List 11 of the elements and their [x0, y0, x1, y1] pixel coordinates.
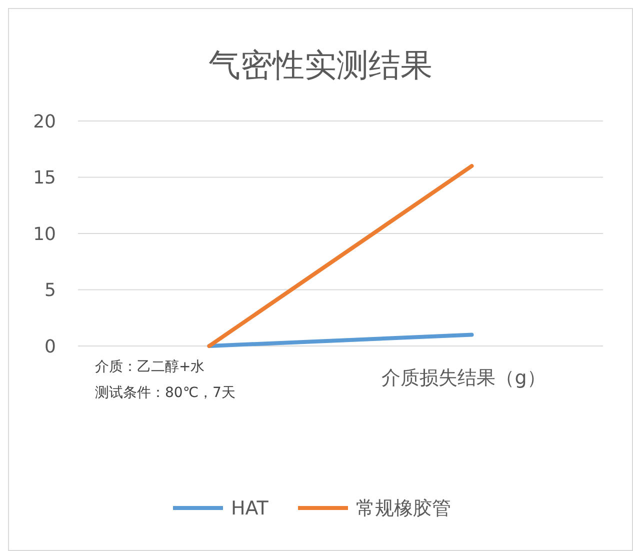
chart-title: 气密性实测结果 [208, 46, 432, 84]
y-tick-label: 10 [33, 224, 56, 245]
y-tick-label: 5 [44, 280, 56, 302]
x-tick-label: 介质损失结果（g） [382, 367, 546, 389]
legend-label: 常规橡胶管 [356, 498, 451, 520]
text: 测试条件：80℃，7天 [95, 385, 236, 401]
y-tick-label: 20 [33, 111, 56, 132]
y-tick-label: 0 [44, 336, 56, 358]
text: 介质：乙二醇+水 [95, 359, 205, 375]
legend-label: HAT [231, 498, 269, 520]
y-tick-label: 15 [33, 168, 56, 189]
